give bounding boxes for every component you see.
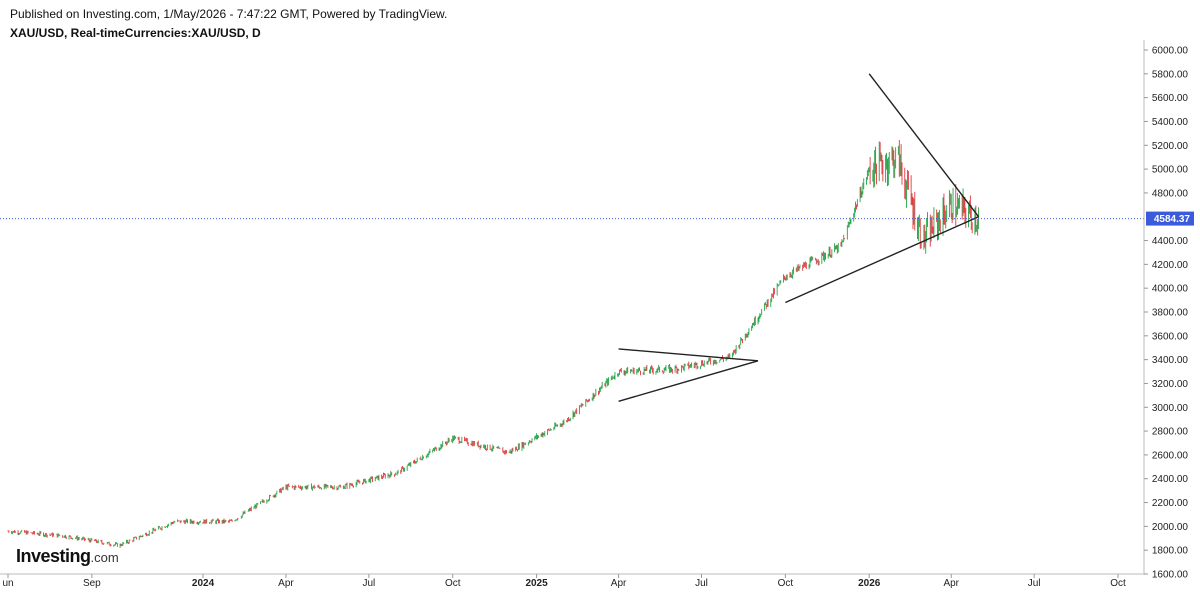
logo-suffix: .com	[90, 550, 119, 565]
y-tick-label: 2400.00	[1152, 474, 1189, 485]
y-tick-label: 4800.00	[1152, 188, 1189, 199]
y-tick-label: 5800.00	[1152, 69, 1189, 80]
x-tick-label: Sep	[83, 578, 101, 589]
y-tick-label: 4400.00	[1152, 236, 1189, 247]
x-tick-label: Oct	[778, 578, 794, 589]
x-tick-label: Apr	[278, 578, 294, 589]
y-tick-label: 2000.00	[1152, 522, 1189, 533]
x-tick-label: Jul	[1028, 578, 1041, 589]
y-tick-label: 5200.00	[1152, 141, 1189, 152]
y-tick-label: 5600.00	[1152, 93, 1189, 104]
y-axis-ticks: 1600.00 1800.00 2000.00 2200.00 2400.00 2600.…	[1144, 46, 1188, 581]
y-tick-label: 3600.00	[1152, 331, 1189, 342]
price-tag-label: 4584.37	[1154, 214, 1191, 225]
x-tick-label: 2024	[192, 578, 215, 589]
y-tick-label: 2200.00	[1152, 498, 1189, 509]
y-tick-label: 2600.00	[1152, 450, 1189, 461]
y-tick-label: 1800.00	[1152, 546, 1189, 557]
y-tick-label: 3200.00	[1152, 379, 1189, 390]
y-tick-label: 6000.00	[1152, 46, 1189, 57]
candles-layer	[7, 139, 980, 548]
published-note: Published on Investing.com, 1/May/2026 -…	[10, 7, 448, 21]
trendlines-layer	[618, 73, 980, 402]
last-price-tag: 4584.37	[1146, 211, 1194, 226]
y-tick-label: 5400.00	[1152, 117, 1189, 128]
x-tick-label: Oct	[1110, 578, 1126, 589]
x-tick-label: un	[2, 578, 13, 589]
y-tick-label: 3400.00	[1152, 355, 1189, 366]
x-tick-label: Jul	[695, 578, 708, 589]
trendline-triangle-2025-lower[interactable]	[618, 360, 759, 402]
x-axis-ticks: un Sep 2024 Apr Jul Oct 2025 Apr Jul Oct 2026 Apr Ju…	[2, 574, 1126, 589]
y-tick-label: 4200.00	[1152, 260, 1189, 271]
y-tick-label: 5000.00	[1152, 165, 1189, 176]
x-tick-label: Apr	[943, 578, 959, 589]
y-tick-label: 4000.00	[1152, 284, 1189, 295]
x-tick-label: Oct	[445, 578, 461, 589]
chart-header: Published on Investing.com, 1/May/2026 -…	[10, 6, 447, 41]
trendline-triangle-2025-upper[interactable]	[618, 348, 759, 362]
y-tick-label: 2800.00	[1152, 427, 1189, 438]
logo-brand: Investing	[16, 546, 91, 566]
y-tick-label: 3800.00	[1152, 308, 1189, 319]
x-tick-label: Jul	[362, 578, 375, 589]
y-tick-label: 1600.00	[1152, 570, 1189, 581]
trendline-triangle-2026-upper[interactable]	[868, 73, 980, 218]
symbol-title: XAU/USD, Real-timeCurrencies:XAU/USD, D	[10, 26, 261, 40]
x-tick-label: 2026	[858, 578, 881, 589]
trendline-triangle-2026-lower[interactable]	[785, 216, 979, 304]
x-tick-label: Apr	[611, 578, 627, 589]
investing-logo: Investing.com	[16, 546, 119, 567]
x-tick-label: 2025	[525, 578, 548, 589]
price-tag-bg	[1146, 211, 1194, 226]
y-tick-label: 3000.00	[1152, 403, 1189, 414]
